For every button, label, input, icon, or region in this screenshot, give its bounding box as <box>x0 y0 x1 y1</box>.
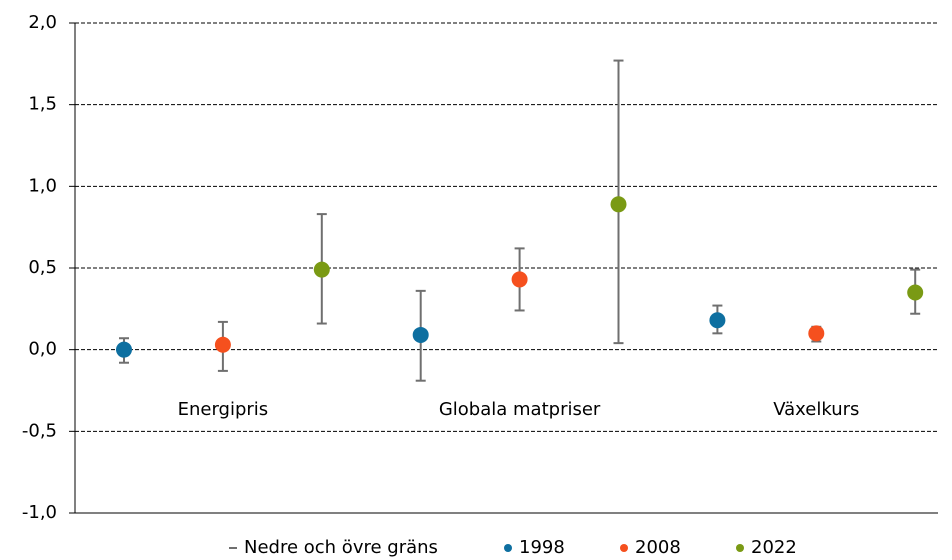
dot <box>412 326 429 343</box>
y-tick-label: 1,5 <box>28 94 57 115</box>
legend-label: 2008 <box>635 537 681 558</box>
dot <box>313 261 330 278</box>
category-label: Växelkurs <box>773 399 859 420</box>
dot <box>907 284 924 301</box>
legend-label: Nedre och övre gräns <box>244 537 438 558</box>
dot <box>214 336 231 353</box>
dot <box>511 271 528 288</box>
dot <box>610 196 627 213</box>
y-tick-label: 1,0 <box>28 175 57 196</box>
dot <box>808 325 825 342</box>
y-tick-label: -0,5 <box>22 420 57 441</box>
category-label: Energipris <box>178 399 269 420</box>
legend-marker <box>736 544 744 552</box>
legend-label: 1998 <box>519 537 565 558</box>
legend-label: 2022 <box>751 537 797 558</box>
dot <box>116 341 132 358</box>
category-label: Globala matpriser <box>439 399 601 420</box>
y-tick-label: 0,0 <box>28 339 57 360</box>
y-tick-label: 2,0 <box>28 12 57 33</box>
legend-marker <box>620 544 628 552</box>
dot <box>709 312 726 329</box>
legend-marker <box>504 544 512 552</box>
y-tick-label: 0,5 <box>28 257 57 278</box>
y-tick-label: -1,0 <box>22 502 57 523</box>
